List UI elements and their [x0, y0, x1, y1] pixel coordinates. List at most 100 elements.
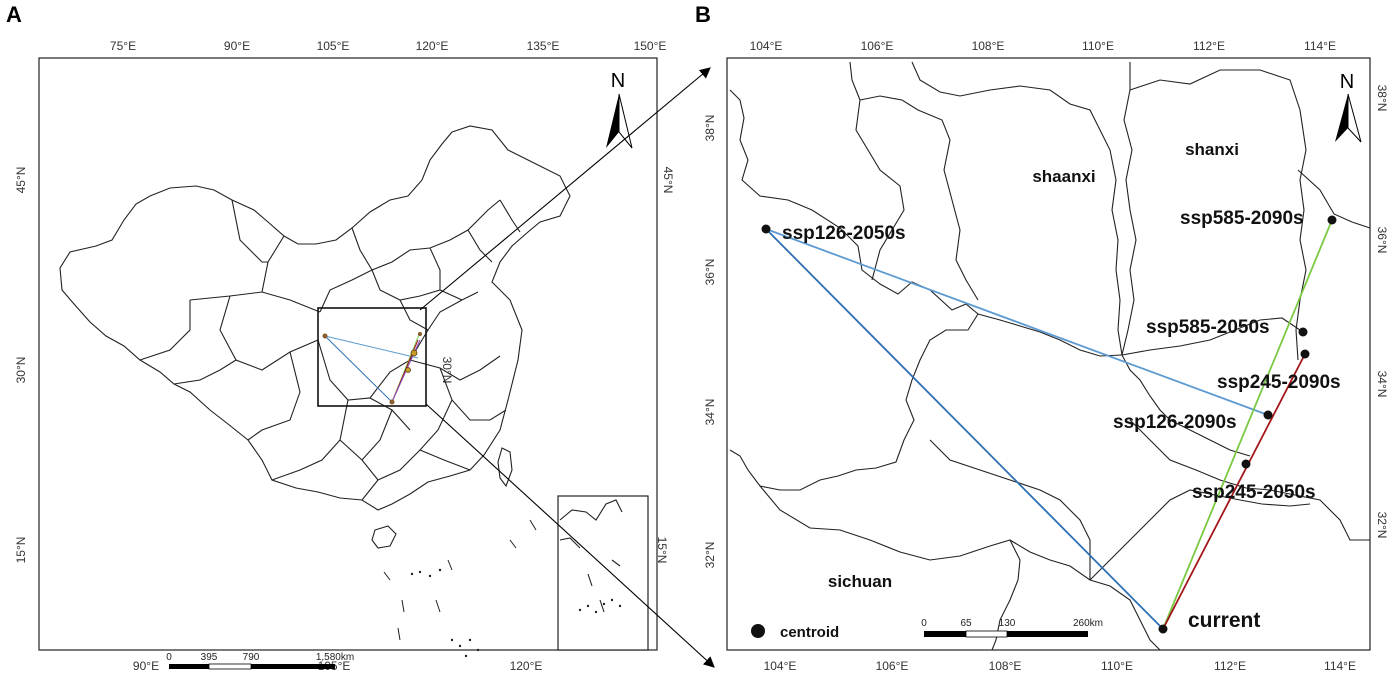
tick-label: 106°E — [876, 659, 909, 673]
scale-label: 130 — [999, 618, 1016, 629]
scale-label: 1,580km — [316, 652, 354, 663]
centroid-ssp245-2090s — [1300, 349, 1310, 359]
tick-label: 32°N — [1375, 512, 1389, 539]
trajectory-ssp126-2090s — [765, 228, 1269, 416]
scale-label: 395 — [201, 652, 218, 663]
north-arrow-b: N — [1335, 71, 1362, 143]
tick-label: 38°N — [703, 115, 717, 142]
province-boundaries — [729, 61, 1371, 651]
label-ssp585-2050s: ssp585-2050s — [1146, 317, 1270, 338]
centroid-ssp585-2090s — [1327, 215, 1337, 225]
legend-centroid-marker — [751, 624, 765, 638]
tick-label: 105°E — [317, 39, 350, 53]
tick-label: 90°E — [133, 659, 159, 673]
south-sea-islands — [410, 568, 480, 658]
tick-label: 30°N — [440, 357, 454, 384]
boundary-dashes — [383, 519, 537, 641]
panel-a-left-ticks: 45°N 30°N 15°N — [14, 167, 28, 564]
legend: centroid — [751, 624, 839, 641]
scale-bar-b: 0 65 130 260km — [921, 618, 1103, 638]
centroid-trajectories — [765, 219, 1333, 630]
tick-label: 108°E — [972, 39, 1005, 53]
tick-label: 36°N — [703, 259, 717, 286]
panel-b-frame — [726, 57, 1371, 651]
tick-label: 36°N — [1375, 227, 1389, 254]
zoom-arrow-upper — [419, 67, 711, 311]
tick-label: 120°E — [510, 659, 543, 673]
tick-label: 112°E — [1193, 39, 1225, 53]
label-ssp245-2090s: ssp245-2090s — [1217, 372, 1341, 393]
tick-label: 110°E — [1082, 39, 1114, 53]
trajectory-ssp585 — [1162, 219, 1333, 630]
north-label: N — [1340, 71, 1354, 93]
north-arrow-a: N — [606, 70, 633, 149]
centroid-ssp126-2050s — [761, 224, 771, 234]
tick-label: 120°E — [416, 39, 449, 53]
tick-label: 15°N — [14, 537, 28, 564]
label-ssp126-2050s: ssp126-2050s — [782, 223, 906, 244]
panel-b-left-ticks: 38°N 36°N 34°N 32°N — [703, 115, 717, 569]
tick-label: 108°E — [989, 659, 1022, 673]
china-outline — [59, 125, 571, 511]
tick-label: 34°N — [1375, 371, 1389, 398]
tick-label: 106°E — [861, 39, 894, 53]
label-ssp585-2090s: ssp585-2090s — [1180, 208, 1304, 229]
province-lines — [139, 199, 521, 501]
hainan-outline — [371, 525, 397, 549]
trajectory-ssp245 — [1162, 353, 1306, 630]
tick-label: 90°E — [224, 39, 250, 53]
panel-b-top-ticks: 104°E 106°E 108°E 110°E 112°E 114°E — [750, 39, 1336, 53]
panel-b-letter: B — [695, 2, 711, 27]
inset-islands — [578, 598, 622, 614]
label-current: current — [1188, 609, 1260, 632]
panel-b-bottom-ticks: 104°E 106°E 108°E 110°E 112°E 114°E — [764, 659, 1356, 673]
centroid-ssp585-2050s — [1298, 327, 1308, 337]
tick-label: 45°N — [14, 167, 28, 194]
south-sea-inset — [557, 495, 649, 651]
tick-label: 75°E — [110, 39, 136, 53]
panel-a-frame — [38, 57, 658, 651]
centroid-points — [761, 215, 1337, 634]
scale-label: 0 — [921, 618, 927, 629]
tick-label: 114°E — [1324, 659, 1356, 673]
tick-label: 112°E — [1214, 659, 1246, 673]
panel-a: A 75°E 90°E 105°E 120°E 135°E 150°E 90°E… — [6, 2, 675, 673]
tick-label: 104°E — [750, 39, 783, 53]
tick-label: 15°N — [655, 537, 669, 564]
north-label: N — [611, 70, 625, 92]
tick-label: 150°E — [634, 39, 667, 53]
panel-a-letter: A — [6, 2, 22, 27]
centroid-ssp126-2090s — [1263, 410, 1273, 420]
taiwan-outline — [497, 447, 513, 488]
inset-coastline — [559, 499, 623, 613]
scale-label: 260km — [1073, 618, 1103, 629]
panel-b: B 104°E 106°E 108°E 110°E 112°E 114°E 10… — [695, 2, 1389, 673]
province-label-shaanxi: shaanxi — [1032, 167, 1095, 186]
panel-a-right-ticks: 45°N 30°N 15°N — [440, 167, 675, 564]
panel-b-right-ticks: 38°N 36°N 34°N 32°N — [1375, 85, 1389, 539]
tick-label: 135°E — [527, 39, 560, 53]
tick-label: 30°N — [14, 357, 28, 384]
study-area-box — [317, 307, 427, 407]
province-label-shanxi: shanxi — [1185, 140, 1239, 159]
tick-label: 45°N — [661, 167, 675, 194]
tick-label: 110°E — [1101, 659, 1133, 673]
tick-label: 34°N — [703, 399, 717, 426]
mini-trajectories — [322, 331, 422, 405]
zoom-arrow-lower — [425, 403, 715, 668]
legend-label: centroid — [780, 624, 839, 641]
scale-bar-a: 0 395 790 1,580km — [166, 652, 354, 670]
label-ssp245-2050s: ssp245-2050s — [1192, 482, 1316, 503]
scale-label: 0 — [166, 652, 172, 663]
panel-a-top-ticks: 75°E 90°E 105°E 120°E 135°E 150°E — [110, 39, 666, 53]
tick-label: 104°E — [764, 659, 797, 673]
trajectory-ssp126-2050s — [765, 228, 1164, 630]
centroid-ssp245-2050s — [1241, 459, 1251, 469]
tick-label: 38°N — [1375, 85, 1389, 112]
label-ssp126-2090s: ssp126-2090s — [1113, 412, 1237, 433]
scale-label: 790 — [243, 652, 260, 663]
tick-label: 32°N — [703, 542, 717, 569]
province-label-sichuan: sichuan — [828, 572, 892, 591]
scale-label: 65 — [960, 618, 972, 629]
centroid-current — [1158, 624, 1168, 634]
